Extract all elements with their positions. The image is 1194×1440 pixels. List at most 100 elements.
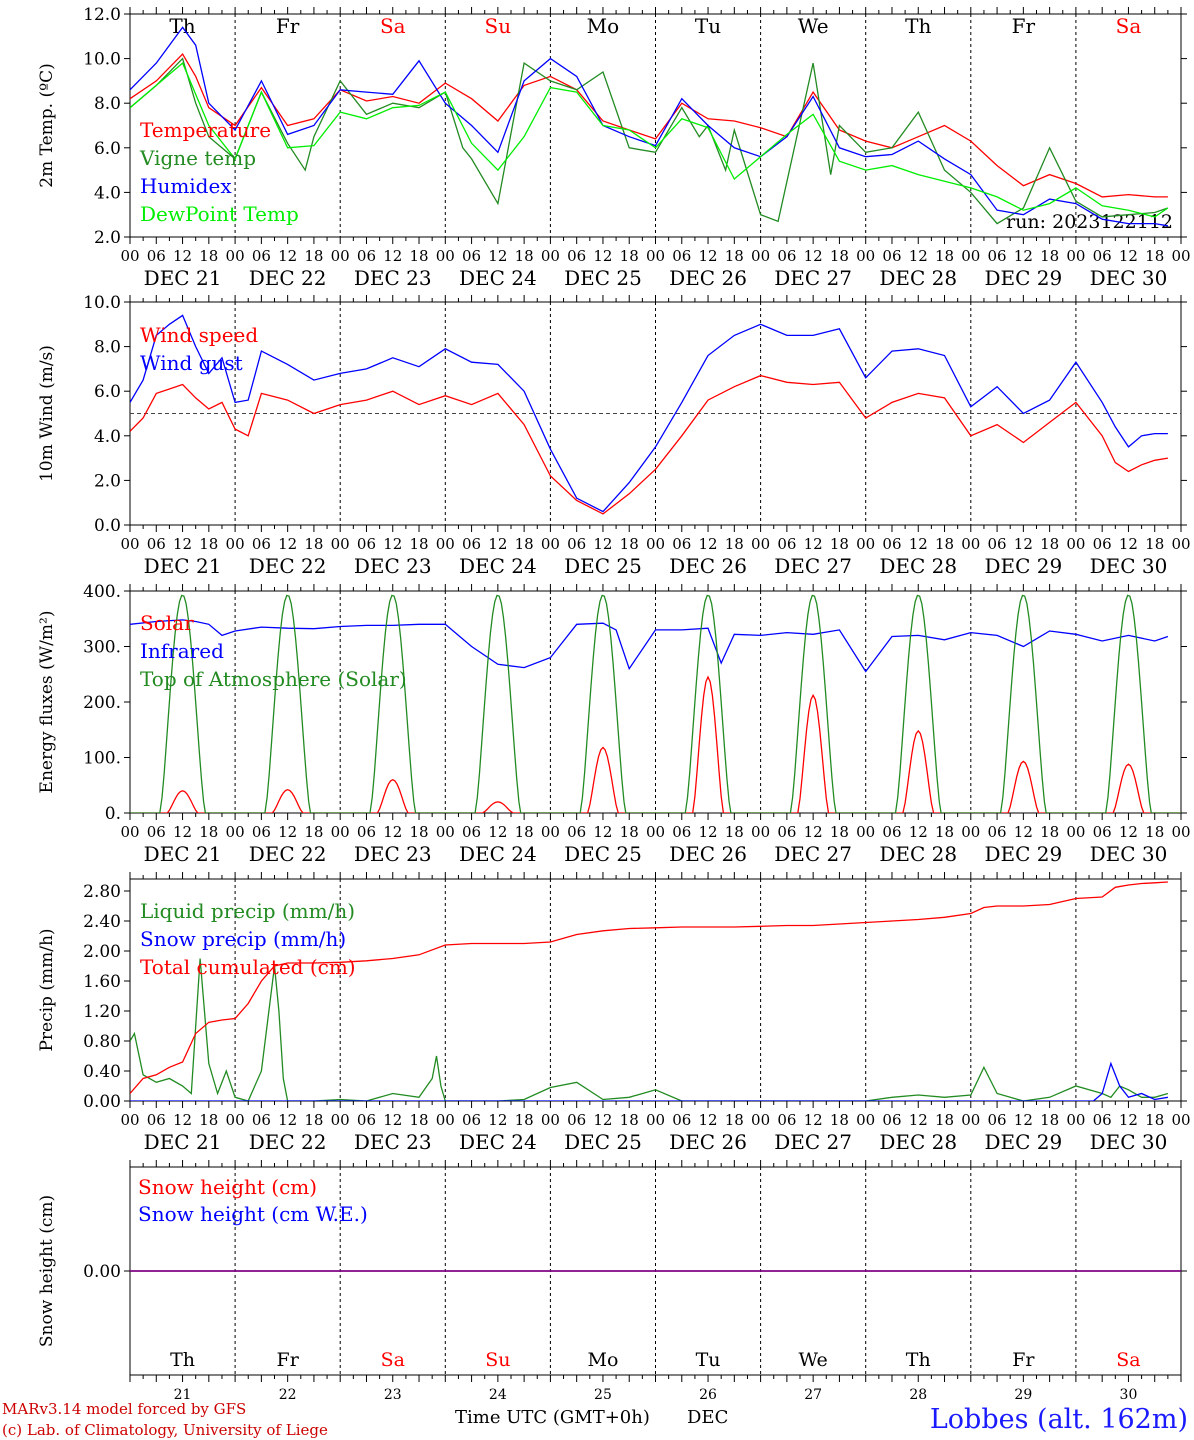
x-tick-label: 12 — [1014, 823, 1033, 841]
day-number-label: 30 — [1120, 1387, 1138, 1403]
x-tick-label: 18 — [1145, 823, 1164, 841]
panel-3: 0. 100. 200. 300. 400. Energy fluxes (W/m²) 00… — [37, 582, 1191, 866]
date-label: DEC 22 — [249, 266, 327, 290]
x-tick-label: 00 — [1066, 535, 1085, 553]
footer: MARv3.14 model forced by GFS (c) Lab. of… — [2, 1400, 1188, 1439]
x-tick-label: 18 — [515, 1111, 534, 1129]
weekday-label: Th — [905, 14, 931, 38]
y-tick-label: 1.20 — [83, 1002, 121, 1022]
y-tick-label: 200. — [83, 693, 121, 713]
x-tick-label: 00 — [646, 535, 665, 553]
date-label: DEC 23 — [354, 266, 432, 290]
x-tick-label: 06 — [462, 535, 481, 553]
date-label: DEC 25 — [564, 554, 642, 578]
legend-entry: Snow height (cm W.E.) — [138, 1202, 368, 1226]
x-tick-label: 12 — [488, 535, 507, 553]
x-tick-label: 12 — [278, 247, 297, 265]
x-tick-label: 00 — [226, 247, 245, 265]
x-tick-label: 00 — [1066, 1111, 1085, 1129]
x-tick-label: 06 — [672, 823, 691, 841]
date-label: DEC 26 — [669, 266, 747, 290]
x-tick-label: 00 — [646, 1111, 665, 1129]
x-tick-label: 06 — [252, 1111, 271, 1129]
x-tick-label: 12 — [173, 535, 192, 553]
date-label: DEC 28 — [879, 842, 957, 866]
legend-entry: Wind speed — [140, 323, 258, 347]
x-tick-label: 00 — [331, 535, 350, 553]
series-line-temperature — [130, 53, 1168, 198]
series-line-dewpoint-temp — [130, 62, 1169, 218]
x-tick-label: 00 — [226, 535, 245, 553]
x-tick-label: 00 — [120, 247, 139, 265]
day-number-label: 24 — [489, 1387, 507, 1403]
date-label: DEC 21 — [144, 842, 222, 866]
x-tick-label: 12 — [1119, 823, 1138, 841]
x-tick-label: 12 — [383, 535, 402, 553]
x-tick-label: 06 — [777, 535, 796, 553]
legend-entry: Snow precip (mm/h) — [140, 927, 346, 951]
date-label: DEC 22 — [249, 1130, 327, 1154]
y-tick-label: 0. — [105, 804, 121, 824]
date-label: DEC 26 — [669, 842, 747, 866]
x-tick-label: 06 — [462, 1111, 481, 1129]
x-tick-label: 00 — [436, 535, 455, 553]
series-line-vigne-temp — [130, 57, 1169, 225]
x-tick-label: 12 — [383, 1111, 402, 1129]
x-tick-label: 18 — [830, 535, 849, 553]
date-label: DEC 28 — [879, 266, 957, 290]
x-tick-label: 06 — [988, 1111, 1007, 1129]
x-tick-label: 06 — [882, 1111, 901, 1129]
date-label: DEC 24 — [459, 1130, 537, 1154]
legend-entry: Top of Atmosphere (Solar) — [140, 667, 407, 691]
legend-entry: Total cumulated (cm) — [140, 955, 356, 979]
x-tick-label: 06 — [462, 823, 481, 841]
date-label: DEC 26 — [669, 1130, 747, 1154]
x-tick-label: 00 — [751, 535, 770, 553]
weekday-label: Mo — [587, 1349, 618, 1371]
x-tick-label: 06 — [147, 247, 166, 265]
date-label: DEC 29 — [984, 554, 1062, 578]
x-tick-label: 12 — [1014, 535, 1033, 553]
y-tick-label: 8.0 — [94, 338, 121, 358]
x-tick-label: 18 — [199, 1111, 218, 1129]
x-tick-label: 00 — [331, 1111, 350, 1129]
day-number-label: 22 — [279, 1387, 297, 1403]
y-tick-label: 2.0 — [94, 471, 121, 491]
x-tick-label: 12 — [1119, 535, 1138, 553]
panel-1: 2.0 4.0 6.0 8.0 10.0 12.0 2m Temp. (ºC) 00 06 12 1… — [37, 5, 1191, 290]
date-label: DEC 22 — [249, 554, 327, 578]
series-line-liquid-precip-mm-h- — [130, 958, 1169, 1101]
x-tick-label: 06 — [1093, 247, 1112, 265]
x-tick-label: 12 — [173, 247, 192, 265]
x-tick-label: 00 — [436, 247, 455, 265]
copyright-credit: (c) Lab. of Climatology, University of L… — [2, 1421, 328, 1439]
x-tick-label: 12 — [1119, 1111, 1138, 1129]
x-tick-label: 18 — [1145, 247, 1164, 265]
x-tick-label: 00 — [961, 823, 980, 841]
series-line-top-of-atmosphere-solar- — [130, 594, 1181, 813]
weekday-label: Fr — [1012, 1349, 1035, 1371]
x-tick-label: 06 — [1093, 823, 1112, 841]
x-tick-label: 06 — [882, 247, 901, 265]
x-tick-label: 00 — [1066, 247, 1085, 265]
x-tick-label: 12 — [699, 535, 718, 553]
y-axis-title: Precip (mm/h) — [37, 928, 57, 1051]
x-tick-label: 18 — [620, 535, 639, 553]
series-line-total-cumulated-cm- — [130, 881, 1168, 1094]
y-tick-label: 400. — [83, 582, 121, 602]
x-tick-label: 12 — [278, 535, 297, 553]
x-tick-label: 06 — [357, 823, 376, 841]
weekday-label: Fr — [276, 14, 300, 38]
date-label: DEC 27 — [774, 1130, 852, 1154]
x-tick-label: 12 — [593, 1111, 612, 1129]
x-tick-label: 00 — [541, 823, 560, 841]
date-label: DEC 26 — [669, 554, 747, 578]
x-tick-label: 06 — [672, 1111, 691, 1129]
series-line-solar — [130, 675, 1181, 813]
x-tick-label: 18 — [409, 535, 428, 553]
x-tick-label: 12 — [278, 1111, 297, 1129]
x-tick-label: 06 — [567, 823, 586, 841]
x-tick-label: 12 — [278, 823, 297, 841]
date-label: DEC 28 — [879, 1130, 957, 1154]
date-label: DEC 30 — [1090, 842, 1168, 866]
